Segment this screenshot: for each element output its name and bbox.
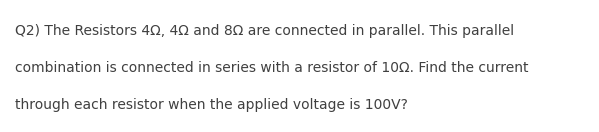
- Text: through each resistor when the applied voltage is 100V?: through each resistor when the applied v…: [15, 98, 408, 112]
- Text: combination is connected in series with a resistor of 10Ω. Find the current: combination is connected in series with …: [15, 61, 528, 75]
- Text: Q2) The Resistors 4Ω, 4Ω and 8Ω are connected in parallel. This parallel: Q2) The Resistors 4Ω, 4Ω and 8Ω are conn…: [15, 24, 514, 38]
